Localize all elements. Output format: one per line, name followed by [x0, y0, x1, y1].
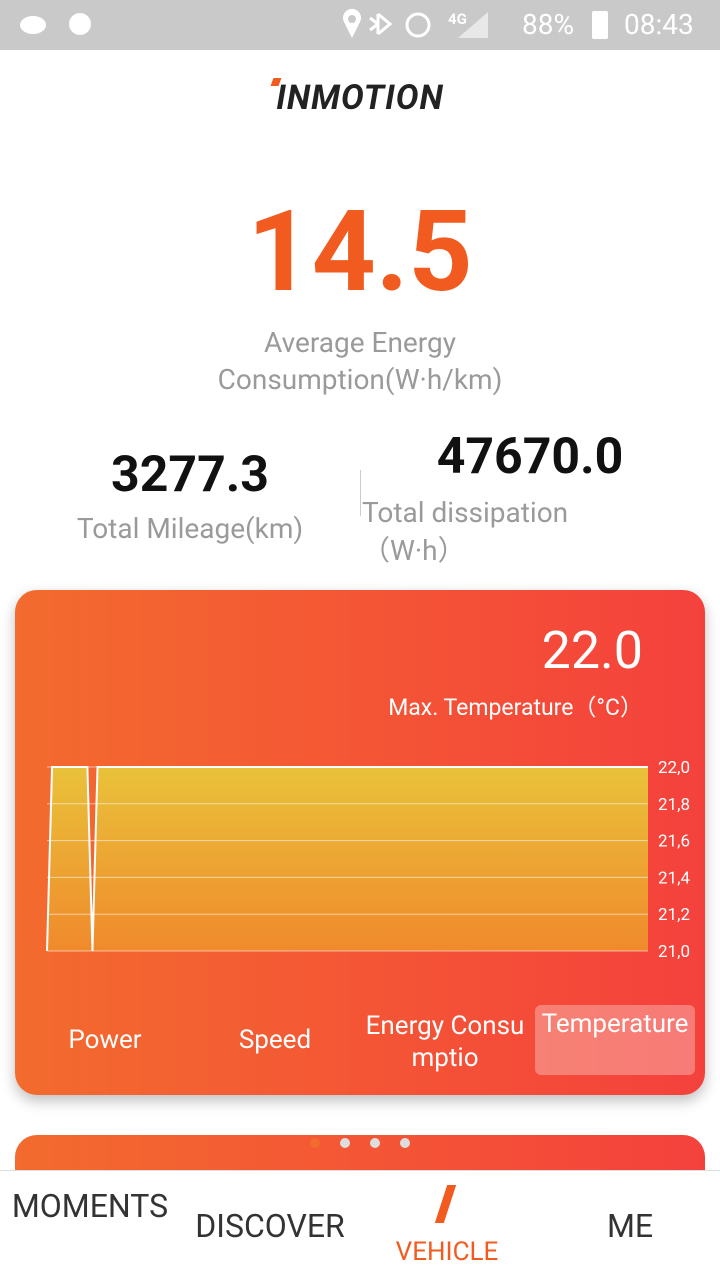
tab-highlight — [535, 1005, 695, 1075]
nav-item[interactable]: MOMENTS — [11, 1187, 169, 1225]
vehicle-icon — [434, 1185, 457, 1223]
card-value: 22.0 — [541, 620, 643, 681]
average-value: 14.5 — [247, 187, 473, 318]
y-tick-label: 21,8 — [658, 795, 690, 815]
card-label: Max. Temperature（°C） — [388, 694, 643, 721]
nav-item[interactable]: DISCOVER — [195, 1207, 345, 1245]
nav-item[interactable]: VEHICLE — [395, 1237, 499, 1267]
average-label: Average Energy Consumption(W·h/km) — [217, 326, 503, 396]
y-tick-label: 21,4 — [658, 868, 690, 888]
network-label: 4G — [448, 10, 467, 28]
y-tick-label: 21,2 — [658, 905, 690, 925]
temperature-chart: 21,0 21,2 21,4 21,6 21,8 22,0 — [46, 758, 690, 962]
system-icons — [343, 8, 488, 38]
dissipation-value: 47670.0 — [436, 428, 624, 486]
page-dots — [310, 1138, 410, 1148]
nav-item[interactable]: ME — [606, 1207, 654, 1245]
tab[interactable]: Power — [68, 1025, 142, 1055]
battery-percent: 88% — [522, 8, 574, 41]
area — [47, 767, 648, 951]
stats-card: 22.0 Max. Temperature（°C） 21,0 21,2 21,4 21… — [15, 590, 705, 1095]
bottom-nav: MOMENTS DISCOVER VEHICLE ME — [0, 1170, 720, 1281]
line — [46, 766, 648, 952]
status-bar: 4G 88% 08:43 — [0, 0, 720, 50]
mileage-label: Total Mileage(km) — [76, 512, 304, 545]
y-tick-label: 21,0 — [658, 942, 690, 962]
tab[interactable]: Speed — [238, 1025, 312, 1055]
mileage-value: 3277.3 — [111, 446, 269, 504]
tab[interactable]: Energy Consumptio — [365, 1011, 525, 1073]
dissipation-label: Total dissipation（W·h） — [362, 496, 569, 567]
y-tick-label: 22,0 — [658, 758, 690, 778]
divider — [360, 470, 361, 516]
tab[interactable]: Temperature — [541, 1009, 689, 1039]
logo-text: INMOTION — [276, 78, 444, 118]
clock: 08:43 — [624, 8, 694, 41]
notification-icons — [20, 13, 91, 35]
y-tick-label: 21,6 — [658, 832, 690, 852]
logo: INMOTION — [0, 78, 720, 118]
battery-icon — [592, 11, 608, 39]
